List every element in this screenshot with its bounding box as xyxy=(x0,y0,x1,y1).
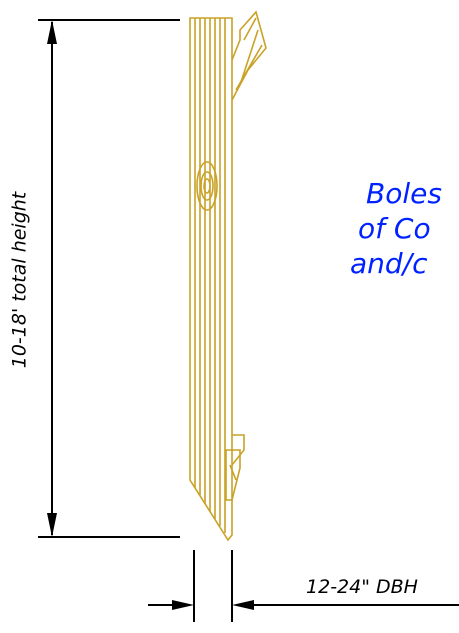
note: Boles of Co and/c xyxy=(350,177,442,280)
note-line: and/c xyxy=(350,247,428,280)
height-label: 10-18' total height xyxy=(9,190,31,368)
note-line: of Co xyxy=(358,212,431,245)
width-label: 12-24" DBH xyxy=(306,576,418,598)
height-dimension xyxy=(38,19,180,538)
width-dimension xyxy=(148,550,459,622)
trunk xyxy=(189,10,267,542)
note-line: Boles xyxy=(366,177,442,210)
